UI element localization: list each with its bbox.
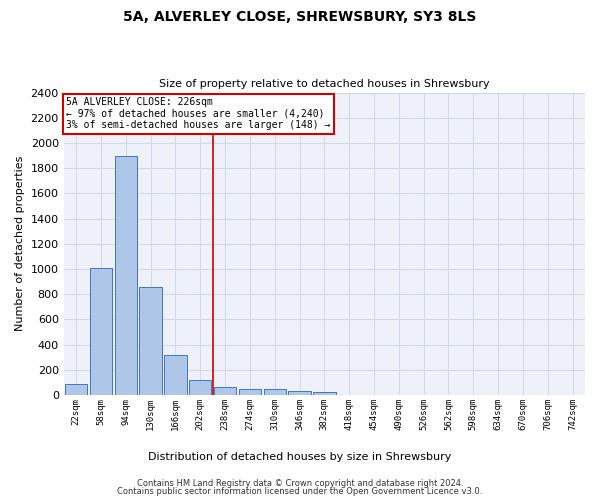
- Bar: [263, 390, 286, 395]
- Text: 5A ALVERLEY CLOSE: 226sqm
← 97% of detached houses are smaller (4,240)
3% of sem: 5A ALVERLEY CLOSE: 226sqm ← 97% of detac…: [66, 97, 331, 130]
- Bar: [65, 384, 87, 395]
- Y-axis label: Number of detached properties: Number of detached properties: [15, 156, 25, 332]
- Bar: [90, 268, 112, 395]
- Text: Contains HM Land Registry data © Crown copyright and database right 2024.: Contains HM Land Registry data © Crown c…: [137, 478, 463, 488]
- Title: Size of property relative to detached houses in Shrewsbury: Size of property relative to detached ho…: [159, 79, 490, 89]
- Bar: [289, 392, 311, 395]
- Text: 5A, ALVERLEY CLOSE, SHREWSBURY, SY3 8LS: 5A, ALVERLEY CLOSE, SHREWSBURY, SY3 8LS: [124, 10, 476, 24]
- Text: Contains public sector information licensed under the Open Government Licence v3: Contains public sector information licen…: [118, 487, 482, 496]
- Bar: [164, 356, 187, 395]
- Text: Distribution of detached houses by size in Shrewsbury: Distribution of detached houses by size …: [148, 452, 452, 462]
- Bar: [313, 392, 335, 395]
- Bar: [115, 156, 137, 395]
- Bar: [214, 388, 236, 395]
- Bar: [189, 380, 211, 395]
- Bar: [139, 286, 162, 395]
- Bar: [239, 388, 261, 395]
